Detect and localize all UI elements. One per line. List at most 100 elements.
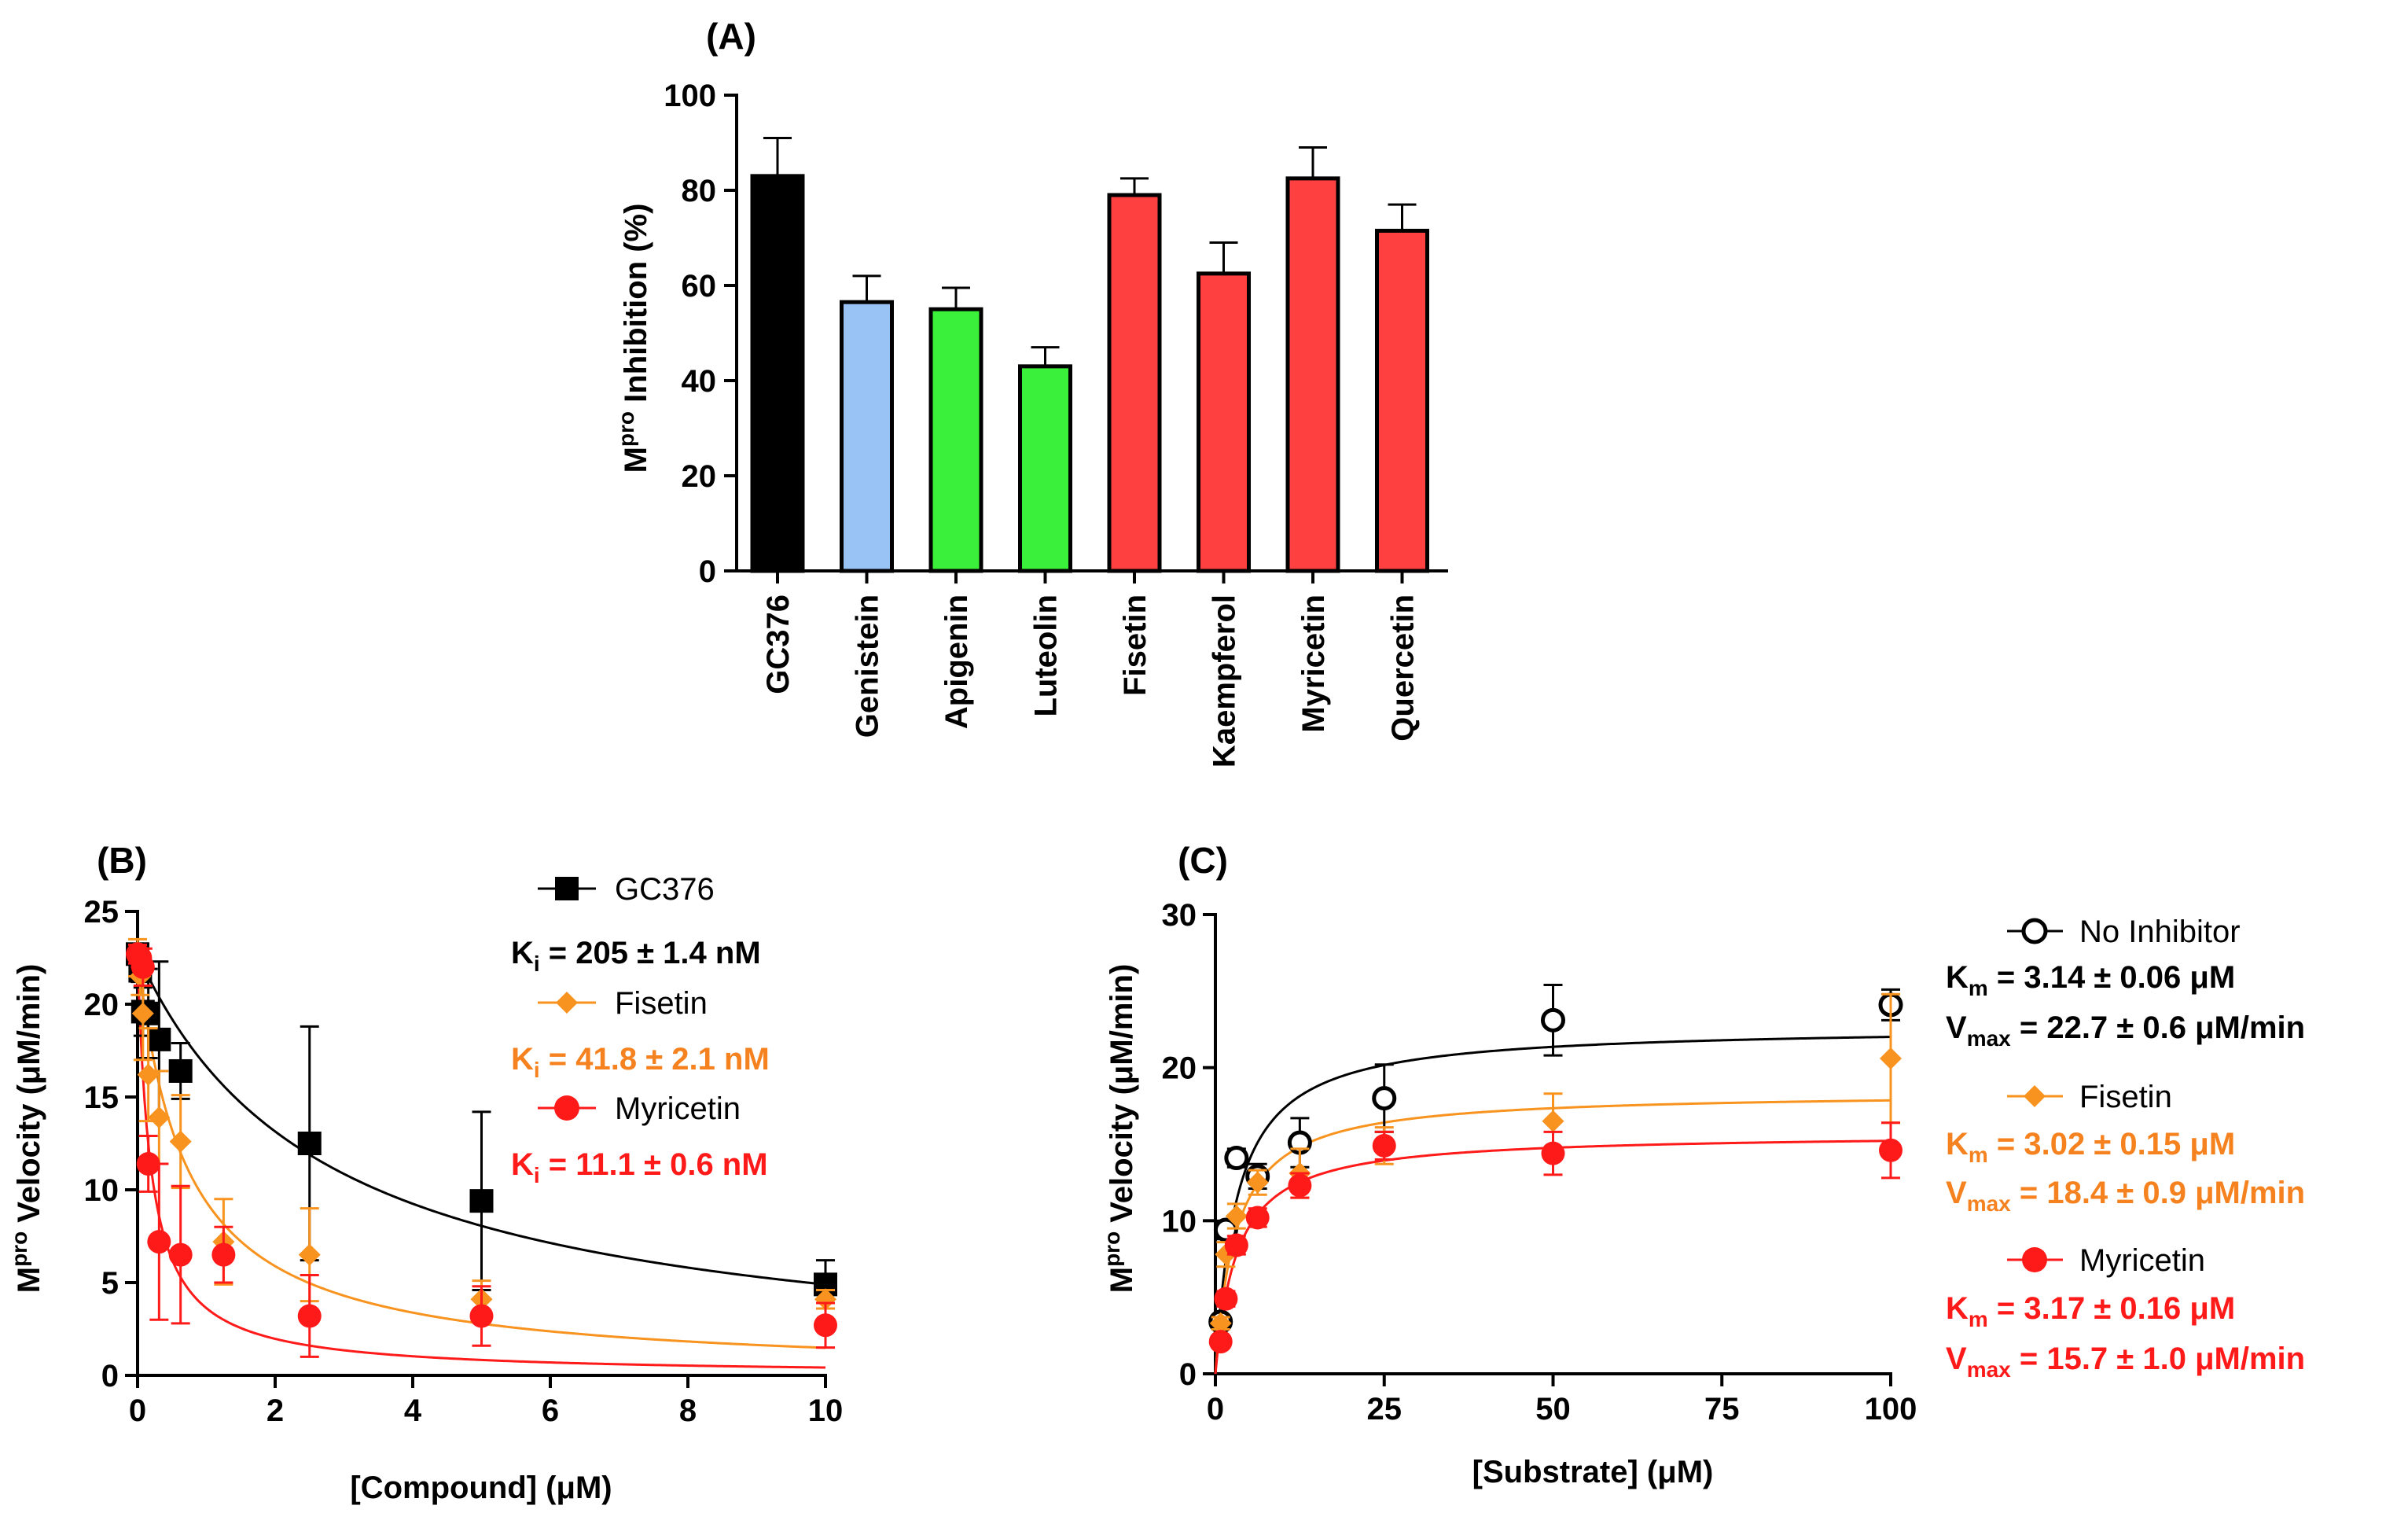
legend-no-inhibitor-open-circle-marker [2021, 918, 2048, 944]
panel-a-bar-genistein [840, 300, 894, 573]
panel-c-y-tick-label: 10 [1162, 1204, 1197, 1239]
legend-fisetin-c-label: Fisetin [2079, 1080, 2172, 1114]
panel-b-fit-myricetin [136, 954, 826, 1369]
panel-b-point-myricetin [814, 1313, 837, 1338]
panel-a-bar-luteolin [1018, 364, 1072, 573]
legend-no-inhibitor-label: No Inhibitor [2079, 915, 2241, 949]
legend-myricetin-vmax: Vmax = 15.7 ± 1.0 μM/min [1946, 1342, 2305, 1382]
legend-myricetin-circle-marker [554, 1095, 579, 1121]
panel-a-x-tick-label: GC376 [761, 595, 796, 694]
panel-a-y-axis-label: Mpro Inhibition (%) [614, 204, 653, 473]
panel-c-x-tick-label: 100 [1865, 1392, 1917, 1426]
panel-b-point-gc376 [297, 1132, 322, 1155]
panel-b-point-fisetin [148, 1106, 171, 1128]
panel-a-y-tick-label: 0 [699, 554, 716, 589]
panel-c-axes: 0 10 20 30 0 25 50 75 100 [1162, 898, 1917, 1426]
panel-b-x-tick-label: 8 [679, 1393, 697, 1428]
panel-b-point-fisetin [169, 1130, 192, 1153]
panel-b-y-tick-label: 15 [84, 1080, 119, 1115]
panel-c-fit-no-inhibitor [1214, 1036, 1891, 1375]
panel-b-y-tick-label: 5 [101, 1266, 119, 1301]
panel-b-point-myricetin [131, 955, 155, 979]
panel-b-point-fisetin [137, 1063, 160, 1086]
panel-a-x-tick-label: Apigenin [939, 595, 974, 729]
panel-c-point-myricetin [1879, 1138, 1903, 1162]
legend-no-inhibitor-km: Km = 3.14 ± 0.06 μM [1946, 960, 2235, 1000]
legend-no-inhibitor-vmax: Vmax = 22.7 ± 0.6 μM/min [1946, 1010, 2305, 1051]
panel-b-point-gc376 [469, 1189, 494, 1213]
panel-b-title: (B) [97, 840, 147, 881]
panel-b-point-myricetin [297, 1304, 322, 1328]
panel-c-point-myricetin [1541, 1141, 1565, 1165]
panel-c-point-myricetin [1208, 1330, 1233, 1354]
panel-a-bar-apigenin [928, 307, 983, 573]
panel-a-x-tick-label: Quercetin [1386, 595, 1421, 742]
panel-b-point-myricetin [147, 1230, 171, 1254]
panel-b-point-myricetin [168, 1242, 193, 1267]
legend-fisetin-c-diamond-marker [2024, 1085, 2046, 1107]
panel-c-point-myricetin [1372, 1133, 1396, 1158]
panel-b-x-tick-label: 4 [404, 1393, 422, 1428]
panel-c-x-axis-label: [Substrate] (μM) [1472, 1455, 1714, 1489]
panel-a-x-tick-label: Kaempferol [1208, 595, 1242, 768]
legend-myricetin-label: Myricetin [615, 1091, 741, 1126]
panel-a-y-tick-label: 60 [682, 269, 717, 304]
panel-c-point-fisetin [1246, 1171, 1269, 1194]
legend-myricetin-c-circle-marker [2022, 1247, 2047, 1272]
panel-b-x-axis-label: [Compound] (μM) [350, 1471, 612, 1505]
panel-c-point-no-inhibitor [1224, 1146, 1249, 1171]
panel-c-point-myricetin [1214, 1287, 1238, 1311]
panel-b-point-gc376 [168, 1058, 193, 1083]
legend-fisetin-label: Fisetin [615, 986, 708, 1021]
panel-a-y-tick-label: 20 [682, 459, 717, 494]
panel-c-point-myricetin [1245, 1206, 1270, 1230]
panel-b-y-tick-label: 10 [84, 1173, 119, 1208]
panel-a-bar-fisetin [1107, 193, 1162, 573]
legend-gc376-square-marker [555, 877, 579, 900]
panel-b-y-tick-label: 20 [84, 988, 119, 1022]
panel-a-x-tick-label: Myricetin [1296, 595, 1331, 733]
legend-fisetin-km: Km = 3.02 ± 0.15 μM [1946, 1127, 2235, 1167]
panel-b-axes: 0 5 10 15 20 25 0 2 4 6 8 10 [84, 895, 844, 1428]
panel-c-fit-curves [1214, 1036, 1891, 1375]
panel-c-x-tick-label: 75 [1704, 1392, 1740, 1426]
panel-c-x-tick-label: 0 [1207, 1392, 1224, 1426]
panel-c-x-tick-label: 25 [1367, 1392, 1403, 1426]
panel-b-x-tick-label: 6 [542, 1393, 559, 1428]
panel-c-point-no-inhibitor [1541, 1007, 1565, 1033]
panel-a-x-tick-label: Genistein [851, 595, 885, 738]
panel-a-title: (A) [706, 16, 756, 57]
panel-b-x-tick-label: 0 [129, 1393, 146, 1428]
panel-b-point-myricetin [469, 1304, 494, 1328]
panel-b-point-fisetin [814, 1288, 836, 1311]
panel-a-x-tick-label: Fisetin [1118, 595, 1153, 696]
panel-c-point-no-inhibitor [1372, 1086, 1397, 1111]
panel-c-x-tick-label: 50 [1535, 1392, 1571, 1426]
panel-a-tick-labels: 0 20 40 60 80 100 GC376 Genistein Apigenin Luteol… [664, 79, 1420, 768]
legend-myricetin-c-label: Myricetin [2079, 1243, 2205, 1278]
panel-c-point-myricetin [1224, 1233, 1248, 1257]
panel-a-bars [750, 136, 1429, 573]
panel-a-bar-myricetin [1285, 176, 1340, 573]
panel-c-data-points [1208, 984, 1903, 1354]
panel-c-point-fisetin [1225, 1205, 1248, 1228]
panel-a-bar-gc376 [750, 174, 805, 573]
panel-b-y-axis-label: Mpro Velocity (μM/min) [7, 964, 46, 1294]
panel-b-inhibition-curve: (B) Mpro Velocity (μM/min) [Compound] (μ… [7, 840, 843, 1505]
panel-b-y-tick-label: 0 [101, 1359, 119, 1393]
panel-a-bar-chart: (A) Mpro Inhibition (%) 0 20 40 60 80 100 GC37… [614, 16, 1448, 768]
panel-c-title: (C) [1178, 840, 1228, 881]
legend-myricetin-km: Km = 3.17 ± 0.16 μM [1946, 1291, 2235, 1331]
legend-fisetin-vmax: Vmax = 18.4 ± 0.9 μM/min [1946, 1176, 2305, 1216]
panel-c-y-tick-label: 0 [1179, 1357, 1197, 1392]
panel-b-legend: GC376 Ki = 205 ± 1.4 nM Fisetin Ki = 41.… [511, 872, 770, 1187]
panel-b-y-tick-label: 25 [84, 895, 119, 929]
panel-a-y-tick-label: 40 [682, 364, 717, 399]
panel-a-x-tick-label: Luteolin [1029, 595, 1064, 717]
panel-c-point-fisetin [1542, 1110, 1564, 1132]
panel-b-point-gc376 [147, 1027, 171, 1051]
panel-b-data-points [126, 937, 837, 1358]
panel-a-bar-quercetin [1375, 228, 1429, 573]
panel-b-point-myricetin [211, 1242, 236, 1267]
